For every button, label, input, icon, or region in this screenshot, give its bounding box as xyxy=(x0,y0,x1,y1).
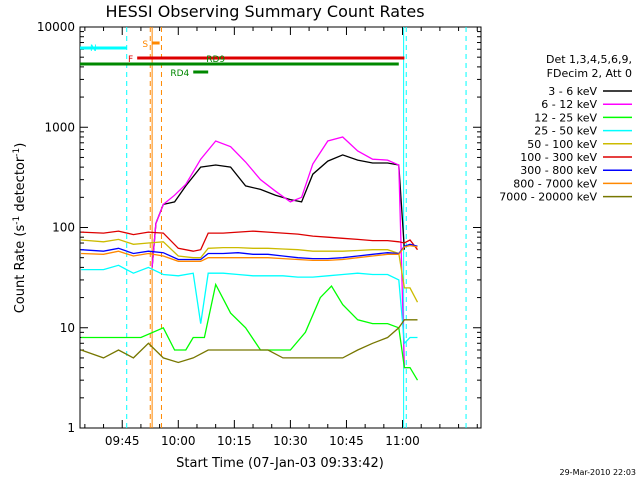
x-tick-label: 11:00 xyxy=(385,434,420,448)
chart-title: HESSI Observing Summary Count Rates xyxy=(105,2,424,21)
x-tick-label: 10:15 xyxy=(217,434,252,448)
y-tick-label: 10 xyxy=(60,321,75,335)
flag-label-s: S xyxy=(142,40,148,50)
x-axis-label: Start Time (07-Jan-03 09:33:42) xyxy=(176,456,384,471)
flag-label-rd9: RD9 xyxy=(206,55,225,65)
series-line-0 xyxy=(151,154,406,268)
legend-header-line-1: Det 1,3,4,5,6,9, xyxy=(546,53,632,66)
x-tick-label: 09:45 xyxy=(105,434,140,448)
legend-header-line-2: FDecim 2, Att 0 xyxy=(547,67,632,80)
legend-label-0: 3 - 6 keV xyxy=(548,85,597,98)
series-line-6 xyxy=(81,243,418,261)
legend-label-2: 12 - 25 keV xyxy=(534,111,597,124)
legend-label-7: 800 - 7000 keV xyxy=(513,177,597,190)
flag-label-f: F xyxy=(128,55,133,65)
legend-label-8: 7000 - 20000 keV xyxy=(499,191,597,204)
x-tick-label: 10:00 xyxy=(161,434,196,448)
series-line-2 xyxy=(81,282,419,381)
series-line-1 xyxy=(151,136,410,369)
flag-label-rd4: RD4 xyxy=(170,69,189,79)
flag-label-n: N xyxy=(90,44,97,54)
series-lines xyxy=(80,27,467,428)
series-line-4 xyxy=(81,238,419,303)
legend-label-6: 300 - 800 keV xyxy=(520,164,597,177)
y-tick-label: 1000 xyxy=(44,120,75,134)
y-axis: 1 10 100 1000 10000 xyxy=(37,20,481,435)
plot-frame xyxy=(79,26,482,429)
y-tick-label: 1 xyxy=(67,421,75,435)
series-line-8 xyxy=(80,319,418,364)
y-axis-label: Count Rate (s-1 detector-1) xyxy=(12,143,28,314)
legend-label-1: 6 - 12 keV xyxy=(541,98,597,111)
legend-label-5: 100 - 300 keV xyxy=(520,151,597,164)
x-tick-label: 10:30 xyxy=(273,434,308,448)
legend-label-4: 50 - 100 keV xyxy=(527,138,597,151)
y-tick-label: 100 xyxy=(52,221,75,235)
x-axis: 09:45 10:00 10:15 10:30 10:45 11:00 xyxy=(84,27,478,448)
series-line-7 xyxy=(81,244,418,262)
series-line-3 xyxy=(81,264,418,345)
flag-bars: N SF RD9 RD4 xyxy=(80,40,405,79)
x-tick-label: 10:45 xyxy=(329,434,364,448)
y-tick-label: 10000 xyxy=(37,20,75,34)
legend-label-3: 25 - 50 keV xyxy=(534,125,597,138)
legend: Det 1,3,4,5,6,9, FDecim 2, Att 0 3 - 6 k… xyxy=(499,53,632,204)
timestamp: 29-Mar-2010 22:03 xyxy=(560,468,637,477)
series-line-5 xyxy=(81,230,419,252)
